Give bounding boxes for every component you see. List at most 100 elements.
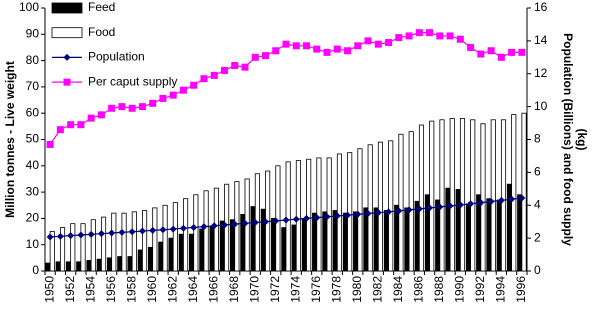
bar — [363, 207, 369, 272]
line-marker — [169, 91, 177, 99]
line-marker — [241, 219, 249, 227]
line-marker — [292, 42, 300, 50]
bar — [414, 200, 420, 272]
x-tick-label: 1960 — [145, 276, 159, 303]
line-marker — [190, 223, 198, 231]
bar — [147, 246, 154, 272]
legend-swatch — [51, 27, 83, 39]
y-tick-label: 80 — [26, 53, 40, 67]
x-tick-label: 1984 — [391, 276, 405, 303]
line-marker — [200, 223, 208, 231]
line-marker — [118, 103, 126, 111]
bar — [117, 256, 123, 272]
bar — [65, 261, 72, 272]
y2-tick-label: 2 — [534, 230, 541, 244]
bar — [388, 140, 394, 272]
bar — [521, 112, 527, 272]
x-tick-label: 1972 — [268, 276, 282, 303]
bar — [322, 211, 328, 272]
line-marker — [149, 226, 157, 234]
line-marker — [190, 81, 198, 89]
bar — [347, 152, 353, 272]
line-marker — [333, 212, 341, 220]
line-marker — [159, 94, 167, 102]
legend-label: Population — [88, 50, 145, 64]
line-marker — [364, 37, 372, 45]
bar — [496, 199, 502, 272]
line-marker — [251, 219, 259, 227]
bar — [193, 194, 199, 272]
x-tick-label: 1990 — [453, 276, 467, 303]
bar — [332, 210, 338, 272]
y2-tick-label: 10 — [534, 99, 548, 113]
x-tick-label: 1964 — [186, 276, 200, 303]
x-tick-label: 1962 — [165, 276, 179, 303]
bar — [439, 119, 445, 272]
line-marker — [477, 50, 485, 58]
legend: Feed Food Population Per caput supply — [51, 0, 177, 88]
bar — [306, 158, 312, 272]
x-tick-label: 1970 — [247, 276, 261, 303]
bar — [285, 161, 291, 272]
line-marker — [467, 200, 475, 208]
bar — [377, 141, 384, 272]
bar — [291, 224, 297, 272]
bar — [178, 233, 184, 272]
line-marker — [456, 201, 464, 209]
bar — [219, 220, 225, 272]
line-marker — [364, 209, 372, 217]
bar — [101, 216, 107, 272]
line-marker — [303, 214, 311, 222]
bar — [418, 124, 425, 272]
line-marker — [344, 47, 352, 55]
y-axis-title: Million tonnes - Live weight — [3, 61, 17, 218]
line-marker — [108, 229, 116, 237]
bar — [183, 198, 189, 272]
bar — [500, 119, 507, 272]
bar — [213, 187, 219, 272]
bar — [316, 157, 322, 272]
x-tick-label: 1966 — [206, 276, 220, 303]
bar — [429, 120, 435, 272]
bar — [476, 194, 482, 272]
line-marker — [210, 71, 218, 79]
x-tick-label: 1956 — [104, 276, 118, 303]
line-marker — [77, 231, 85, 239]
bar — [517, 194, 523, 272]
legend-marker — [63, 53, 71, 61]
line-marker — [272, 47, 280, 55]
y2-tick-label: 12 — [534, 66, 548, 80]
line-marker — [97, 111, 105, 119]
line-marker — [405, 32, 413, 40]
line-marker — [405, 206, 413, 214]
legend-label: Per caput supply — [88, 74, 177, 88]
line-marker — [231, 220, 239, 228]
line-marker — [467, 43, 475, 51]
y-tick-label: 70 — [26, 79, 40, 93]
line-marker — [395, 207, 403, 215]
bar — [373, 207, 379, 272]
line-marker — [313, 214, 321, 222]
y-tick-label: 30 — [26, 184, 40, 198]
y2-tick-label: 16 — [534, 0, 548, 14]
line-marker — [385, 208, 393, 216]
line-marker — [374, 40, 382, 48]
bar — [357, 148, 363, 272]
line-marker — [56, 232, 64, 240]
line-marker — [313, 45, 321, 53]
legend-label: Food — [88, 25, 115, 39]
bar — [90, 219, 96, 272]
x-tick-label: 1988 — [432, 276, 446, 303]
bar — [55, 261, 61, 272]
bar — [394, 204, 400, 272]
bar — [162, 204, 168, 272]
line-marker — [426, 29, 434, 37]
line-marker — [354, 42, 362, 50]
bar — [295, 160, 301, 272]
line-marker — [138, 227, 146, 235]
legend-swatch — [51, 2, 83, 14]
line-marker — [323, 48, 331, 56]
y-tick-label: 40 — [26, 158, 40, 172]
line-marker — [292, 215, 300, 223]
line-marker — [149, 99, 157, 107]
